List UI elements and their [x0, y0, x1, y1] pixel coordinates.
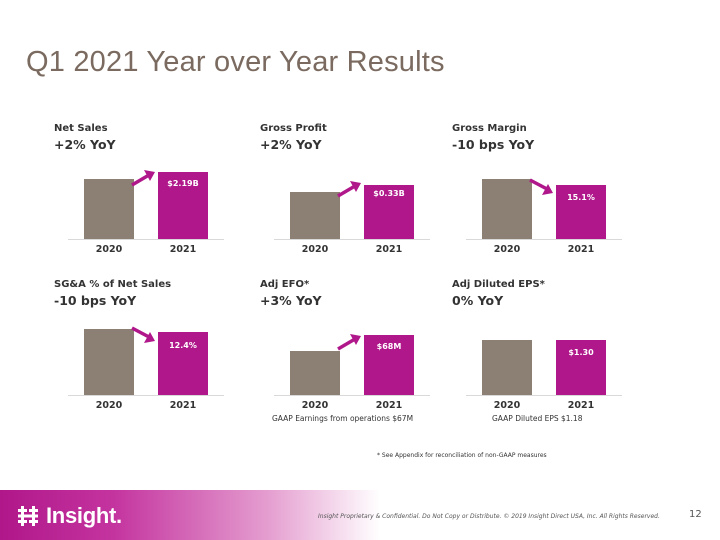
adj-diluted-eps-panel: Adj Diluted EPS* 0% YoY $1.30 2020 2021 … — [452, 279, 632, 429]
year-label-2021: 2021 — [169, 400, 197, 411]
up-arrow-icon — [337, 181, 361, 198]
bar-2021 — [158, 172, 208, 239]
footer-band — [0, 490, 380, 540]
year-label-2020: 2020 — [493, 400, 521, 411]
net-sales-panel: Net Sales +2% YoY $2.19B 2020 2021 — [54, 123, 234, 273]
adj-efo-panel: Adj EFO* +3% YoY $68M 2020 2021 GAAP Ear… — [260, 279, 440, 429]
value-label-2021: $1.30 — [568, 348, 594, 357]
gaap-note: GAAP Diluted EPS $1.18 — [492, 414, 583, 423]
year-label-2020: 2020 — [301, 244, 329, 255]
down-arrow-icon — [529, 178, 553, 195]
footnote: * See Appendix for reconciliation of non… — [377, 452, 547, 459]
axis-baseline — [68, 395, 224, 396]
axis-baseline — [274, 239, 430, 240]
up-arrow-icon — [337, 334, 361, 351]
confidentiality-notice: Insight Proprietary & Confidential. Do N… — [318, 513, 660, 520]
axis-baseline — [68, 239, 224, 240]
logo-text: Insight. — [46, 503, 122, 528]
metric-change: +2% YoY — [260, 137, 322, 152]
value-label-2021: 15.1% — [567, 193, 595, 202]
year-label-2020: 2020 — [95, 244, 123, 255]
year-label-2020: 2020 — [493, 244, 521, 255]
year-label-2021: 2021 — [169, 244, 197, 255]
metric-change: +3% YoY — [260, 293, 322, 308]
metric-name: Gross Margin — [452, 123, 527, 134]
metric-name: SG&A % of Net Sales — [54, 279, 172, 290]
year-label-2020: 2020 — [301, 400, 329, 411]
metric-change: 0% YoY — [452, 293, 504, 308]
bar-2020 — [482, 340, 532, 395]
axis-baseline — [466, 395, 622, 396]
bar-2020 — [482, 179, 532, 239]
value-label-2021: $0.33B — [373, 189, 405, 198]
metric-change: -10 bps YoY — [452, 137, 535, 152]
year-label-2021: 2021 — [567, 244, 595, 255]
insight-logo: Insight. — [18, 503, 122, 529]
year-label-2021: 2021 — [567, 400, 595, 411]
insight-logo-icon — [18, 506, 38, 526]
metric-name: Adj Diluted EPS* — [452, 279, 545, 290]
bar-2020 — [290, 351, 340, 395]
metric-change: -10 bps YoY — [54, 293, 137, 308]
metric-change: +2% YoY — [54, 137, 116, 152]
gross-profit-panel: Gross Profit +2% YoY $0.33B 2020 2021 — [260, 123, 440, 273]
metric-name: Adj EFO* — [260, 279, 310, 290]
bar-2021 — [158, 332, 208, 395]
axis-baseline — [274, 395, 430, 396]
metric-name: Net Sales — [54, 123, 108, 134]
sga-panel: SG&A % of Net Sales -10 bps YoY 12.4% 20… — [54, 279, 234, 429]
value-label-2021: $68M — [376, 342, 402, 351]
year-label-2020: 2020 — [95, 400, 123, 411]
gaap-note: GAAP Earnings from operations $67M — [272, 414, 414, 423]
bar-2021 — [556, 340, 606, 395]
bar-2020 — [84, 329, 134, 395]
gross-margin-panel: Gross Margin -10 bps YoY 15.1% 2020 2021 — [452, 123, 632, 273]
bar-2020 — [84, 179, 134, 239]
down-arrow-icon — [131, 326, 155, 343]
value-label-2021: 12.4% — [169, 341, 197, 350]
axis-baseline — [466, 239, 622, 240]
slide-title: Q1 2021 Year over Year Results — [26, 46, 445, 78]
value-label-2021: $2.19B — [167, 179, 199, 188]
up-arrow-icon — [131, 170, 155, 187]
bar-2021 — [364, 335, 414, 395]
page-number: 12 — [689, 509, 702, 520]
bar-2020 — [290, 192, 340, 239]
year-label-2021: 2021 — [375, 244, 403, 255]
metric-name: Gross Profit — [260, 123, 327, 134]
year-label-2021: 2021 — [375, 400, 403, 411]
bar-2021 — [556, 185, 606, 239]
bar-2021 — [364, 185, 414, 239]
